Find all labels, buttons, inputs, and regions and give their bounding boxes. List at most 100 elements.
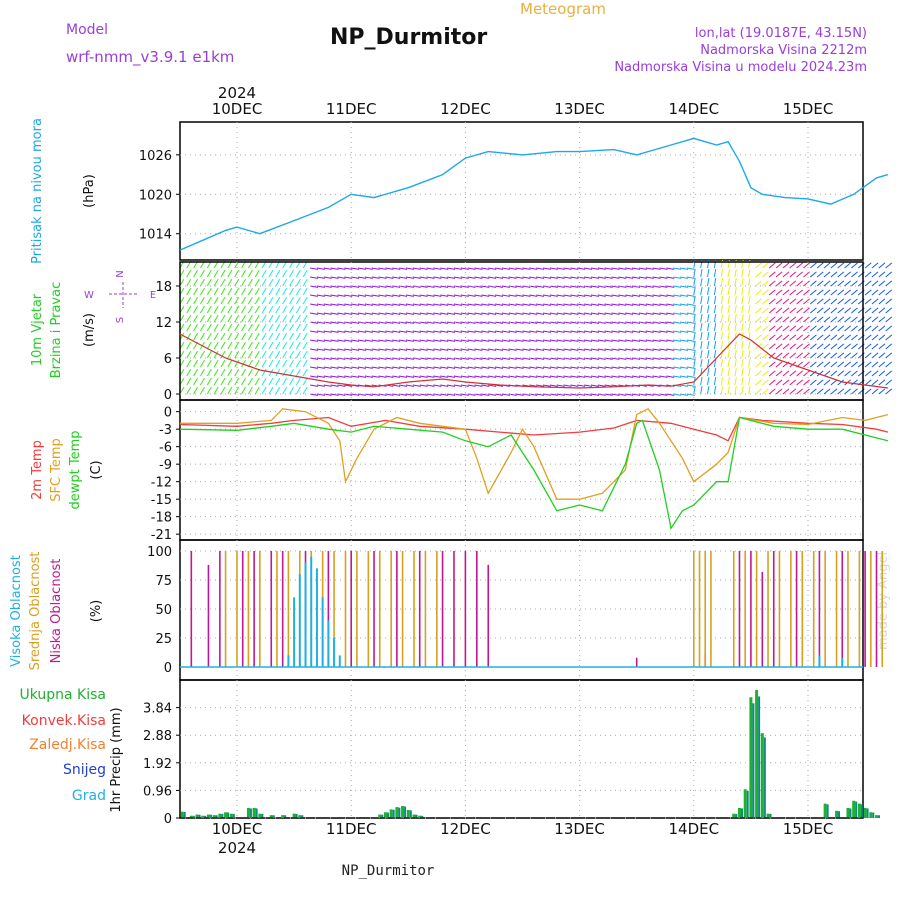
- y-tick-label-4: 0.96: [143, 784, 172, 799]
- wind-barb: [227, 287, 233, 296]
- wind-barb: [460, 294, 469, 297]
- wind-barb: [275, 305, 281, 314]
- wind-barb: [447, 303, 456, 306]
- wind-barb: [673, 321, 682, 324]
- wind-barb: [289, 323, 294, 332]
- wind-barb: [549, 393, 558, 396]
- y-tick-label-3: 100: [147, 545, 172, 560]
- wind-barb: [440, 303, 449, 306]
- wind-barb: [419, 294, 428, 297]
- wind-barb: [652, 393, 661, 396]
- wind-barb: [796, 379, 804, 386]
- wind-barb: [830, 334, 838, 341]
- wind-barb: [618, 330, 627, 333]
- y-tick-label-1: 0: [164, 388, 172, 403]
- wind-barb: [775, 298, 783, 305]
- wind-barb: [700, 278, 703, 287]
- wind-barb: [316, 339, 325, 342]
- y-tick-label-1: 18: [155, 280, 172, 295]
- precip-bar: [292, 813, 296, 818]
- wind-barb: [542, 303, 552, 306]
- wind-barb: [460, 330, 469, 333]
- wind-barb: [440, 348, 449, 351]
- wind-barb: [515, 303, 524, 306]
- wind-barb: [789, 370, 797, 377]
- wind-barb: [618, 276, 627, 279]
- wind-barb: [453, 384, 462, 387]
- wind-barb: [755, 289, 762, 296]
- wind-barb: [529, 375, 538, 378]
- wind-barb: [844, 343, 851, 350]
- wind-barb: [584, 312, 593, 315]
- wind-barb: [289, 350, 294, 359]
- panels: 10DEC10DEC11DEC11DEC12DEC12DEC13DEC13DEC…: [9, 100, 893, 838]
- wind-barb: [823, 280, 831, 287]
- wind-barb: [481, 393, 490, 396]
- wind-barb: [247, 314, 253, 323]
- wind-barb: [775, 361, 783, 368]
- wind-barb: [590, 339, 599, 342]
- wind-barb: [488, 366, 497, 369]
- precip-bar-inner: [398, 807, 401, 818]
- wind-barb: [878, 325, 886, 332]
- wind-barb: [549, 285, 558, 288]
- wind-barb: [816, 370, 824, 377]
- wind-barb: [227, 314, 233, 323]
- wind-barb: [440, 267, 449, 270]
- wind-barb: [241, 287, 247, 296]
- wind-barb: [337, 312, 346, 315]
- wind-barb: [460, 321, 469, 324]
- wind-barb: [447, 294, 456, 297]
- wind-barb: [570, 375, 579, 378]
- wind-barb: [405, 348, 414, 351]
- wind-barb: [844, 316, 851, 323]
- precip-bar-inner: [386, 812, 389, 818]
- wind-barb: [775, 262, 783, 269]
- wind-barb: [467, 294, 476, 297]
- wind-barb: [577, 384, 586, 387]
- wind-barb: [577, 366, 586, 369]
- cloud-unit: (%): [89, 600, 104, 623]
- wind-barb: [474, 375, 483, 378]
- wind-barb: [542, 312, 552, 315]
- wind-barb: [385, 339, 394, 342]
- wind-barb: [460, 303, 469, 306]
- wind-barb: [611, 267, 620, 270]
- wind-barb: [803, 298, 810, 305]
- wind-barb: [590, 348, 599, 351]
- precip-bar-inner: [769, 813, 772, 818]
- wind-barb: [789, 325, 797, 332]
- wind-barb: [885, 289, 893, 296]
- wind-barb: [295, 386, 301, 395]
- wind-barb: [748, 350, 751, 359]
- wind-barb: [686, 303, 695, 306]
- wind-barb: [680, 294, 689, 297]
- wind-barb: [206, 377, 212, 386]
- wind-barb: [193, 305, 199, 314]
- wind-barb: [385, 366, 394, 369]
- wind-barb: [310, 393, 319, 396]
- wind-barb: [213, 359, 219, 368]
- wind-barb: [275, 332, 281, 341]
- wind-barb: [563, 276, 572, 279]
- wind-barb: [851, 289, 858, 296]
- wind-barb: [529, 330, 538, 333]
- y-tick-label-0: 1020: [139, 188, 172, 203]
- wind-barb: [234, 269, 240, 278]
- precip-bar-inner: [415, 814, 418, 818]
- wind-barb: [227, 368, 233, 377]
- panel-frame-1: [179, 261, 864, 401]
- wind-barb: [707, 296, 710, 305]
- wind-barb: [625, 294, 634, 297]
- wind-barb: [570, 285, 579, 288]
- wind-barb: [659, 366, 668, 369]
- wind-barb: [707, 314, 710, 323]
- wind-barb: [426, 366, 435, 369]
- wind-barb: [707, 386, 710, 395]
- wind-barb: [844, 298, 851, 305]
- wind-barb: [399, 276, 408, 279]
- wind-barb: [323, 330, 332, 333]
- wind-barb: [467, 285, 476, 288]
- wind-barb: [186, 341, 192, 350]
- wind-barb: [412, 267, 421, 270]
